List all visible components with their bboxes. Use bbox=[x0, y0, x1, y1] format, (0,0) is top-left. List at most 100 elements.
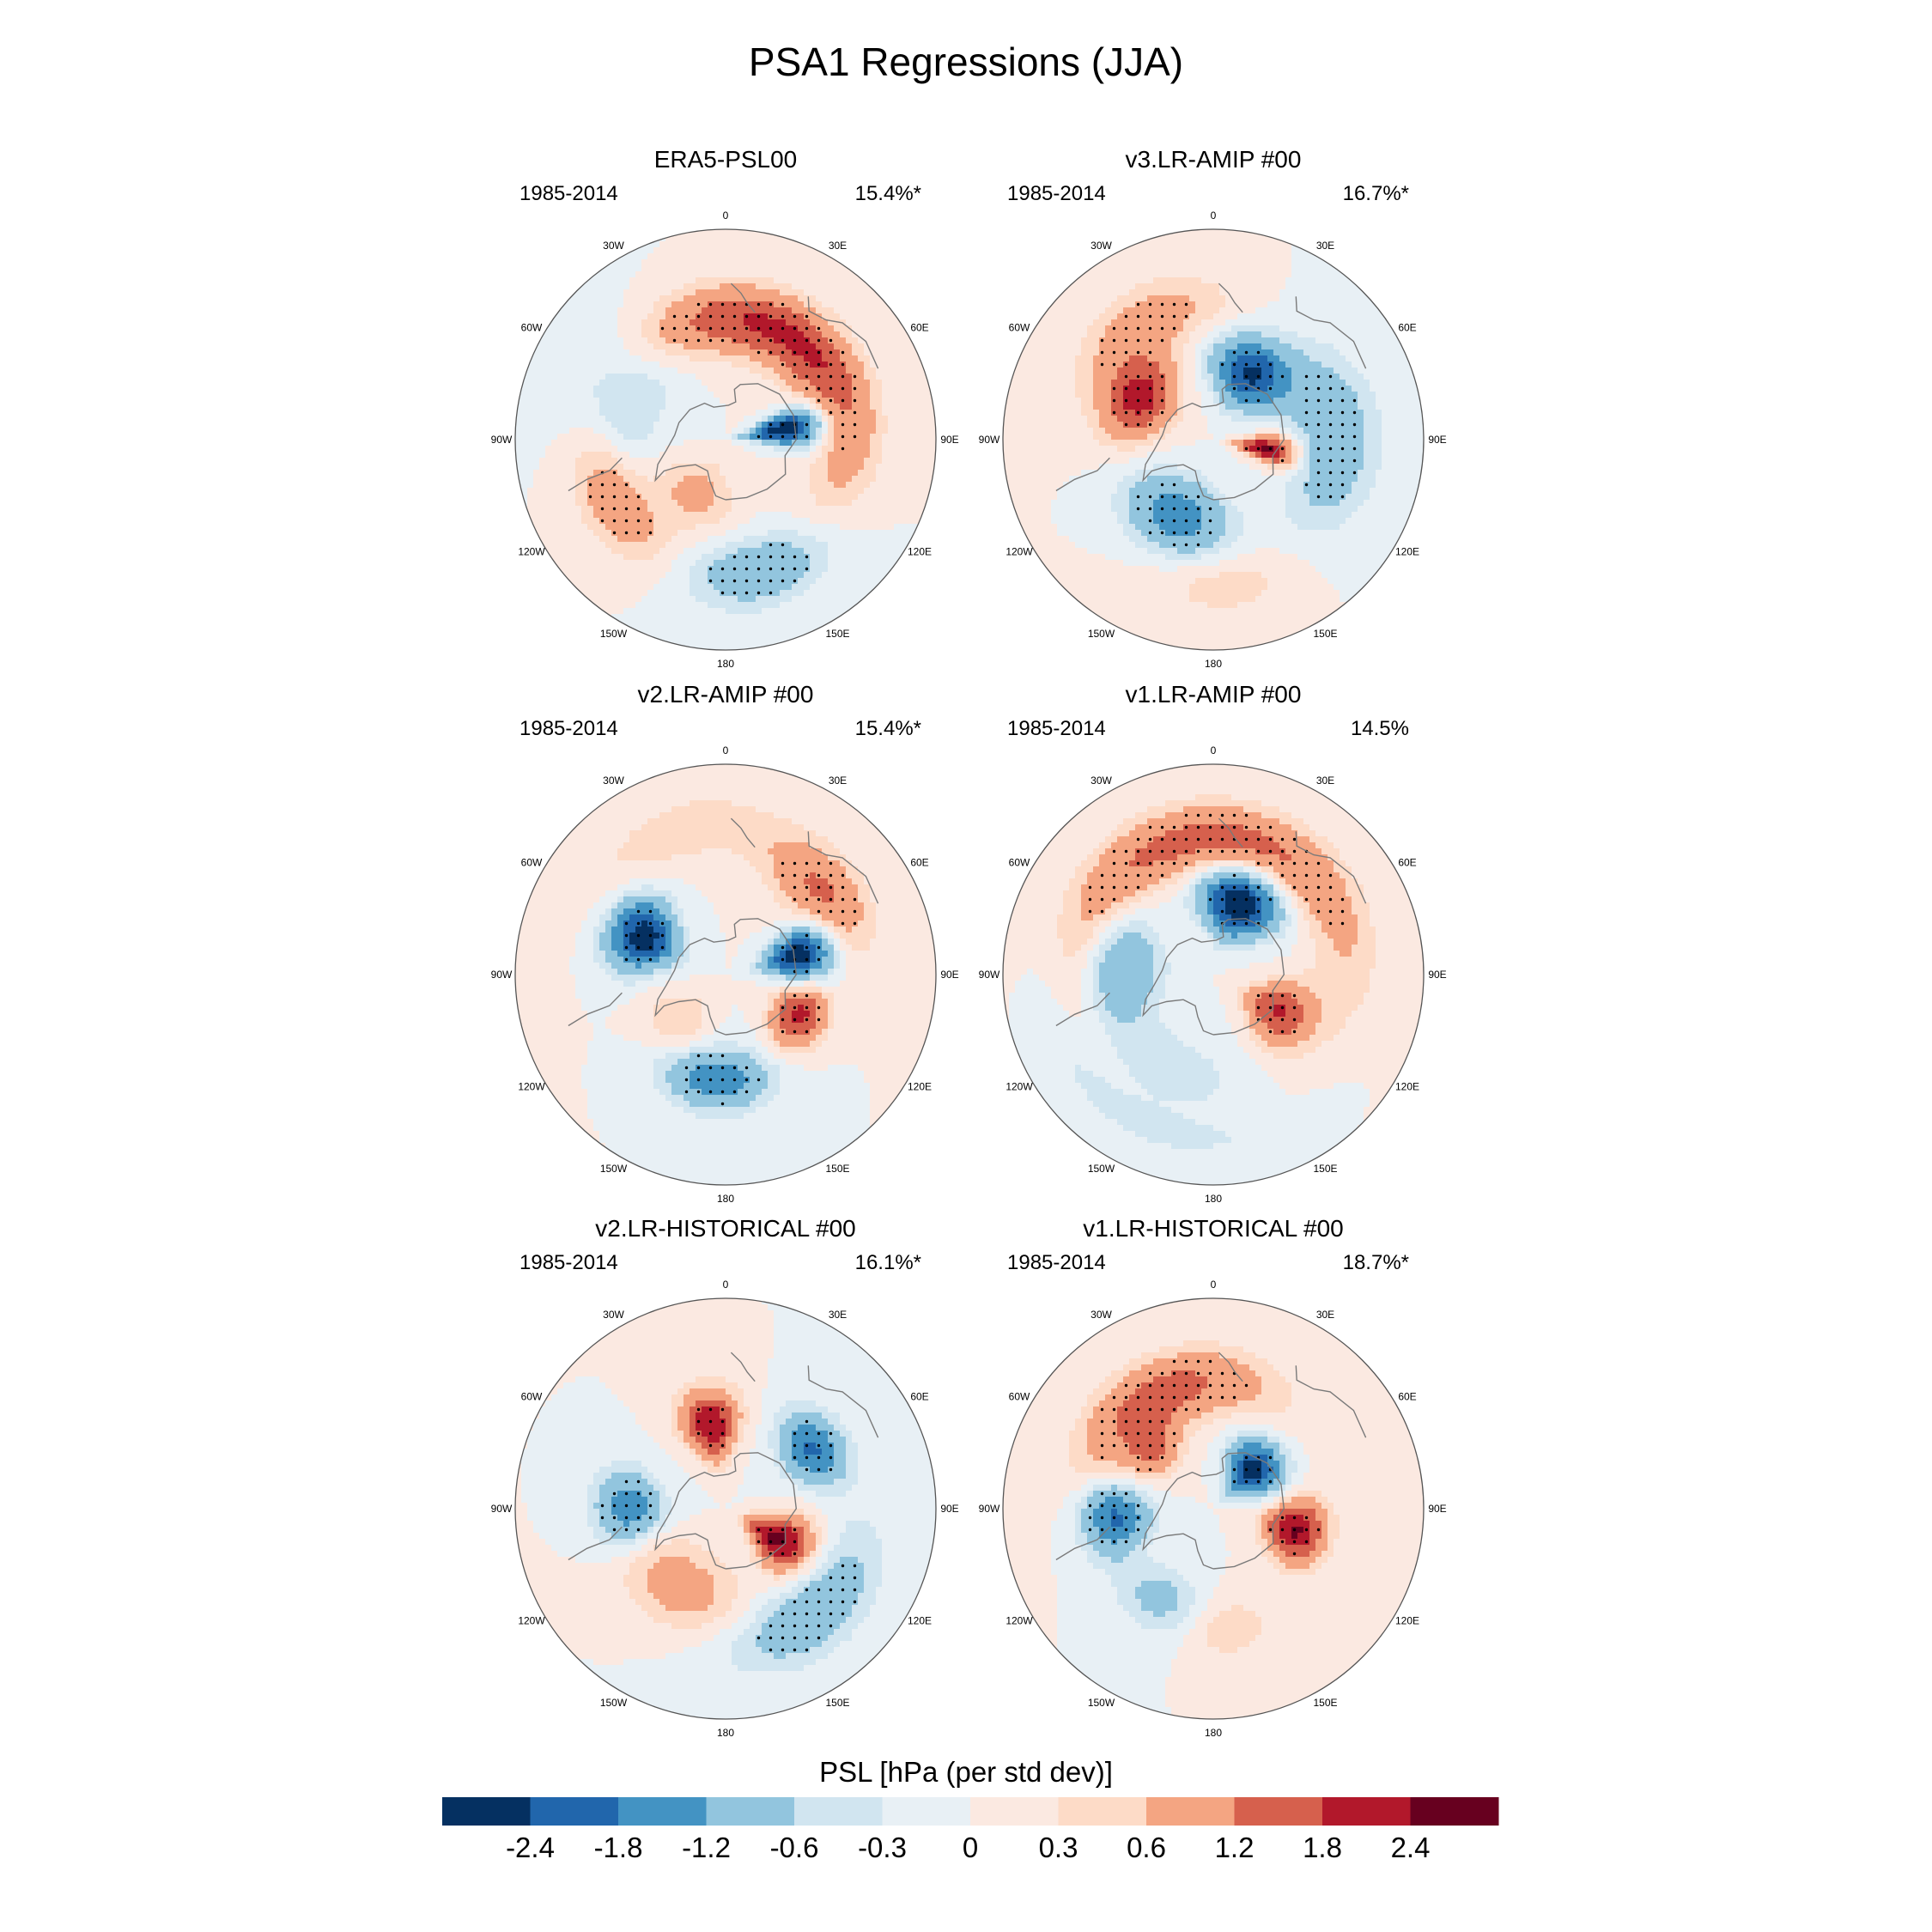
field-cell bbox=[906, 343, 913, 350]
field-cell bbox=[1081, 301, 1088, 308]
field-cell bbox=[1346, 289, 1352, 296]
field-cell bbox=[780, 494, 787, 501]
field-cell bbox=[822, 596, 829, 603]
field-cell bbox=[1063, 331, 1070, 338]
field-cell bbox=[876, 404, 883, 410]
field-cell bbox=[714, 494, 720, 501]
field-cell bbox=[617, 614, 624, 621]
field-cell bbox=[539, 392, 546, 398]
field-cell bbox=[599, 428, 606, 434]
field-cell bbox=[599, 596, 606, 603]
field-cell bbox=[810, 259, 817, 266]
field-cell bbox=[732, 458, 738, 465]
field-cell bbox=[888, 349, 895, 356]
field-cell bbox=[714, 410, 720, 416]
field-cell bbox=[840, 608, 847, 615]
stipple-dot bbox=[756, 302, 761, 307]
field-cell bbox=[1075, 313, 1082, 320]
field-cell bbox=[593, 596, 600, 603]
field-cell bbox=[858, 536, 865, 543]
field-cell bbox=[804, 283, 811, 290]
field-cell bbox=[611, 440, 618, 447]
field-cell bbox=[900, 416, 907, 422]
field-cell bbox=[726, 265, 732, 272]
field-cell bbox=[888, 500, 895, 507]
field-cell bbox=[696, 446, 702, 453]
field-cell bbox=[738, 410, 744, 416]
field-cell bbox=[1147, 307, 1154, 314]
field-cell bbox=[605, 536, 612, 543]
field-cell bbox=[810, 331, 817, 338]
field-cell bbox=[738, 614, 744, 621]
field-cell bbox=[551, 542, 558, 549]
field-cell bbox=[1225, 271, 1232, 278]
field-cell bbox=[1207, 241, 1214, 248]
field-cell bbox=[732, 614, 738, 621]
field-cell bbox=[659, 349, 666, 356]
field-cell bbox=[852, 343, 859, 350]
field-cell bbox=[744, 470, 750, 477]
field-cell bbox=[593, 452, 600, 459]
field-cell bbox=[575, 560, 582, 567]
field-cell bbox=[557, 349, 564, 356]
field-cell bbox=[683, 620, 690, 627]
stipple-dot bbox=[853, 434, 857, 439]
field-cell bbox=[1135, 247, 1142, 254]
field-cell bbox=[665, 608, 672, 615]
field-cell bbox=[623, 319, 630, 326]
field-cell bbox=[647, 319, 654, 326]
field-cell bbox=[593, 325, 600, 332]
field-cell bbox=[834, 614, 841, 621]
field-cell bbox=[1207, 325, 1214, 332]
field-cell bbox=[629, 392, 636, 398]
field-cell bbox=[1117, 295, 1124, 302]
field-cell bbox=[635, 578, 642, 585]
field-cell bbox=[690, 440, 696, 447]
field-cell bbox=[1075, 325, 1082, 332]
field-cell bbox=[834, 380, 841, 386]
field-cell bbox=[647, 253, 654, 260]
field-cell bbox=[605, 476, 612, 483]
field-cell bbox=[635, 554, 642, 561]
field-cell bbox=[1189, 265, 1196, 272]
field-cell bbox=[1291, 295, 1298, 302]
field-cell bbox=[1195, 301, 1202, 308]
field-cell bbox=[1165, 247, 1172, 254]
field-cell bbox=[840, 488, 847, 495]
field-cell bbox=[732, 560, 738, 567]
field-cell bbox=[1063, 319, 1070, 326]
field-cell bbox=[786, 295, 793, 302]
field-cell bbox=[1117, 325, 1124, 332]
field-cell bbox=[665, 259, 672, 266]
field-cell bbox=[804, 301, 811, 308]
field-cell bbox=[563, 464, 570, 471]
field-cell bbox=[557, 482, 564, 489]
field-cell bbox=[671, 289, 678, 296]
field-cell bbox=[696, 410, 702, 416]
field-cell bbox=[629, 331, 636, 338]
field-cell bbox=[647, 476, 654, 483]
field-cell bbox=[864, 325, 871, 332]
field-cell bbox=[870, 590, 877, 597]
field-cell bbox=[858, 337, 865, 344]
field-cell bbox=[834, 277, 841, 284]
field-cell bbox=[888, 440, 895, 447]
field-cell bbox=[1303, 325, 1310, 332]
field-cell bbox=[1231, 289, 1238, 296]
field-cell bbox=[629, 530, 636, 537]
field-cell bbox=[563, 355, 570, 362]
field-cell bbox=[683, 277, 690, 284]
field-cell bbox=[840, 337, 847, 344]
field-cell bbox=[629, 596, 636, 603]
field-cell bbox=[702, 476, 708, 483]
field-cell bbox=[774, 632, 781, 639]
field-cell bbox=[792, 476, 799, 483]
field-cell bbox=[864, 343, 871, 350]
stipple-dot bbox=[684, 338, 689, 343]
field-cell bbox=[1129, 289, 1136, 296]
field-cell bbox=[846, 434, 853, 440]
field-cell bbox=[1207, 259, 1214, 266]
field-cell bbox=[1315, 313, 1322, 320]
field-cell bbox=[1273, 319, 1280, 326]
field-cell bbox=[575, 572, 582, 579]
